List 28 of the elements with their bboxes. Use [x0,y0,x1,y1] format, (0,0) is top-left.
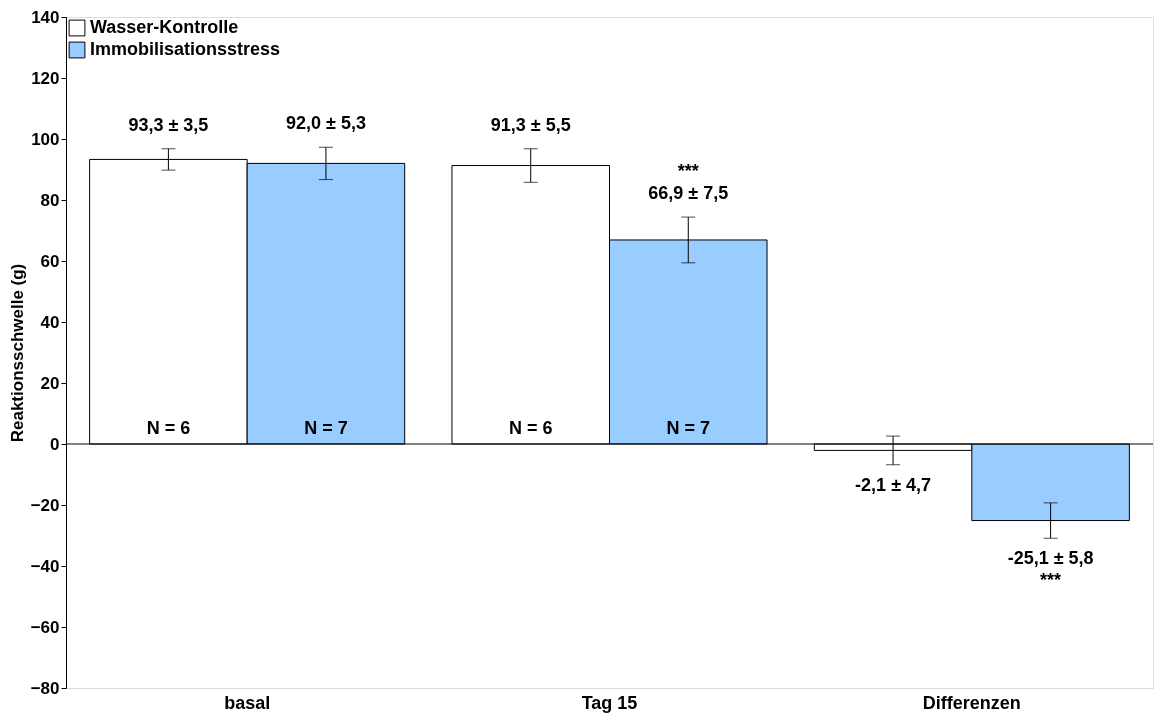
annotation: N = 7 [304,418,348,438]
data-label: 91,3 ± 5,5 [490,114,571,135]
y-tick-label: −40 [30,556,60,576]
data-label: -2,1 ± 4,7 [855,474,932,495]
y-tick-label: −80 [30,678,60,698]
y-tick-label: 0 [50,434,60,454]
y-tick-label: 80 [40,190,60,210]
y-tick-label: 140 [31,7,60,27]
legend-label: Wasser-Kontrolle [90,17,239,37]
annotation: N = 6 [508,418,553,438]
y-tick-label: 100 [31,129,60,149]
annotation: N = 7 [666,418,711,438]
data-label: -25,1 ± 5,8 *** [1007,548,1094,591]
y-tick-label: 60 [40,251,60,271]
text: *** 66,9 ± 7,5 [648,161,729,204]
data-label: 92,0 ± 5,3 [285,113,366,134]
x-tick-label: Differenzen [922,692,1021,713]
x-tick-label: Tag 15 [581,692,638,713]
y-tick-label: −20 [30,495,60,515]
y-tick-label: −60 [30,617,60,637]
legend-label: Immobilisationsstress [90,39,281,59]
data-label: 93,3 ± 3,5 [128,114,209,135]
annotation: N = 6 [146,418,191,438]
y-tick-label: 120 [31,68,60,88]
y-tick-label: 20 [40,373,60,393]
y-axis-title: Reaktionsschwelle (g) [7,263,27,443]
x-tick-label: basal [224,692,271,713]
y-tick-label: 40 [40,312,60,332]
